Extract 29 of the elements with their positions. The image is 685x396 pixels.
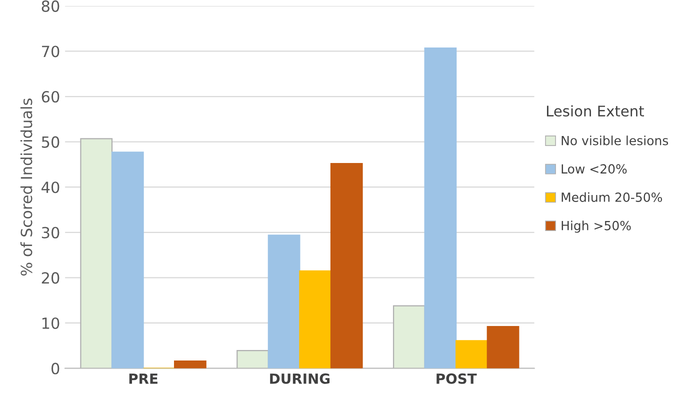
bar bbox=[392, 305, 426, 368]
bar bbox=[80, 138, 113, 368]
y-tick-label: 50 bbox=[42, 136, 60, 148]
y-axis-title: % of Scored Individuals bbox=[20, 98, 32, 276]
bar bbox=[174, 360, 206, 368]
y-tick-label: 0 bbox=[52, 362, 60, 374]
legend-label: Low <20% bbox=[562, 164, 627, 174]
y-tick-label: 40 bbox=[42, 182, 60, 194]
bar bbox=[330, 163, 363, 368]
bar bbox=[456, 340, 488, 368]
y-tick-label: 10 bbox=[42, 317, 60, 330]
y-tick-label: 60 bbox=[42, 90, 60, 103]
y-tick-label: 80 bbox=[42, 0, 60, 12]
legend-title: Lesion Extent bbox=[546, 105, 644, 117]
y-tick-label: 70 bbox=[42, 46, 60, 58]
bar bbox=[299, 270, 332, 368]
y-tick-label: 30 bbox=[42, 226, 60, 238]
bar bbox=[424, 48, 457, 368]
x-tick-label: PRE bbox=[129, 374, 158, 384]
bar bbox=[111, 152, 144, 368]
x-tick-label: POST bbox=[436, 373, 477, 384]
legend-label: No visible lesions bbox=[562, 136, 668, 146]
legend-label: High >50% bbox=[562, 220, 631, 233]
legend-label: Medium 20-50% bbox=[562, 192, 662, 202]
y-tick-label: 20 bbox=[42, 272, 60, 284]
bar bbox=[236, 350, 269, 368]
bar bbox=[268, 234, 300, 368]
bar bbox=[486, 326, 520, 368]
x-tick-label: DURING bbox=[270, 373, 330, 384]
